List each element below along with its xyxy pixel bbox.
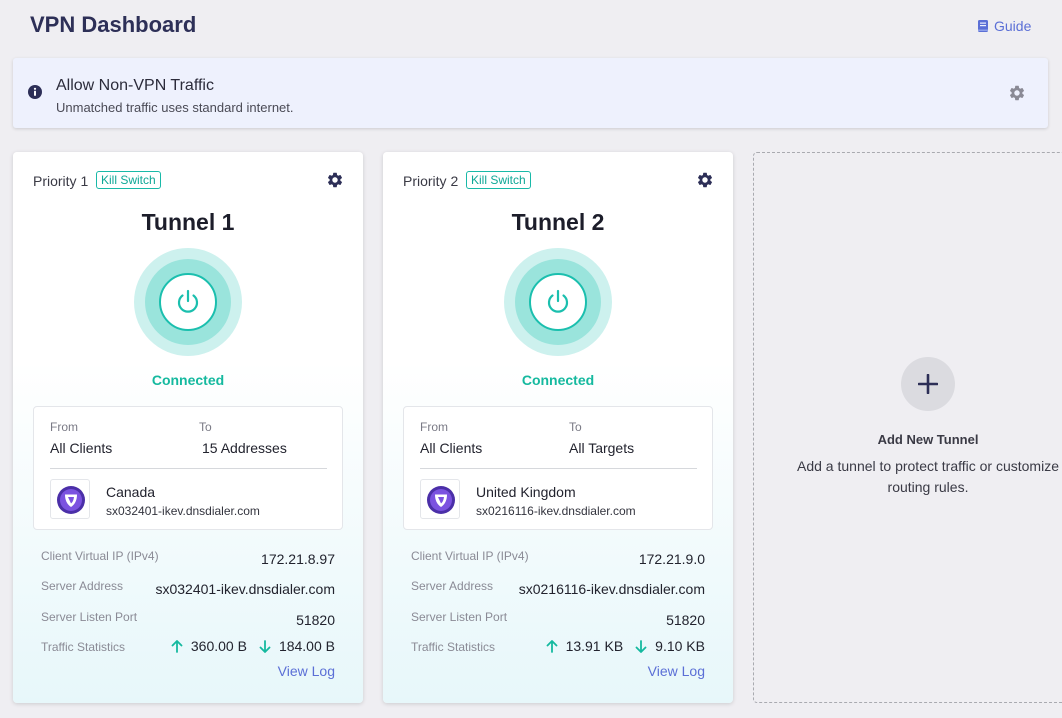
- traffic-label: Traffic Statistics: [41, 640, 126, 654]
- server-address-value: sx0216116-ikev.dnsdialer.com: [518, 581, 705, 597]
- to-label: To: [569, 420, 582, 434]
- from-label: From: [50, 420, 78, 434]
- client-ip-value: 172.21.9.0: [638, 551, 705, 567]
- gear-icon[interactable]: [1008, 84, 1026, 102]
- kill-switch-badge: Kill Switch: [466, 171, 531, 189]
- power-toggle-button[interactable]: [504, 248, 612, 356]
- plus-icon: [918, 374, 938, 394]
- kill-switch-badge: Kill Switch: [96, 171, 161, 189]
- traffic-stats: 360.00 B 184.00 B: [171, 638, 335, 654]
- tunnel-name: Tunnel 1: [141, 209, 235, 235]
- server-country: Canada: [106, 484, 156, 500]
- download-value: 9.10 KB: [655, 638, 705, 654]
- divider: [50, 468, 327, 469]
- add-tunnel-button[interactable]: [901, 357, 955, 411]
- download-value: 184.00 B: [278, 638, 335, 654]
- page-title: VPN Dashboard: [30, 12, 197, 37]
- power-toggle-button[interactable]: [134, 248, 242, 356]
- tunnel-name: Tunnel 2: [511, 209, 605, 235]
- guide-label[interactable]: Guide: [994, 18, 1032, 34]
- listen-port-label: Server Listen Port: [411, 610, 508, 624]
- from-value: All Clients: [50, 440, 113, 456]
- shield-logo-icon: [427, 486, 455, 514]
- route-info: From All Clients To All Targets United K…: [403, 406, 713, 530]
- shield-logo-icon: [57, 486, 85, 514]
- add-tunnel-description: Add a tunnel to protect traffic or custo…: [797, 458, 1059, 495]
- from-label: From: [420, 420, 448, 434]
- server-address-label: Server Address: [41, 579, 124, 593]
- power-icon: [177, 289, 199, 313]
- power-icon: [547, 289, 569, 313]
- arrow-up-icon: [171, 639, 183, 653]
- client-ip-label: Client Virtual IP (IPv4): [411, 549, 529, 563]
- tunnel-card-1: Priority 1 Kill Switch Tunnel 1 Connecte…: [13, 152, 363, 703]
- arrow-down-icon: [635, 639, 647, 653]
- upload-value: 360.00 B: [190, 638, 247, 654]
- server-host: sx0216116-ikev.dnsdialer.com: [476, 504, 636, 518]
- book-icon: [978, 20, 988, 32]
- banner-title: Allow Non-VPN Traffic: [56, 77, 214, 94]
- priority-label: Priority 2: [403, 173, 459, 189]
- server-address-label: Server Address: [411, 579, 494, 593]
- to-value: All Targets: [569, 440, 635, 456]
- provider-logo: [420, 479, 460, 519]
- client-ip-label: Client Virtual IP (IPv4): [41, 549, 159, 563]
- route-info: From All Clients To 15 Addresses Canada …: [33, 406, 343, 530]
- gear-icon[interactable]: [326, 171, 344, 189]
- server-address-value: sx032401-ikev.dnsdialer.com: [155, 581, 335, 597]
- provider-logo: [50, 479, 90, 519]
- listen-port-label: Server Listen Port: [41, 610, 138, 624]
- add-tunnel-title: Add New Tunnel: [877, 432, 979, 447]
- listen-port-value: 51820: [296, 612, 335, 628]
- info-icon: [28, 85, 42, 99]
- client-ip-value: 172.21.8.97: [261, 551, 335, 567]
- connection-status: Connected: [521, 372, 595, 388]
- banner-subtitle: Unmatched traffic uses standard internet…: [56, 100, 294, 115]
- upload-value: 13.91 KB: [565, 638, 624, 654]
- listen-port-value: 51820: [666, 612, 705, 628]
- tunnel-card-2: Priority 2 Kill Switch Tunnel 2 Connecte…: [383, 152, 733, 703]
- view-log-link[interactable]: View Log: [647, 663, 705, 679]
- arrow-up-icon: [546, 639, 557, 653]
- server-host: sx032401-ikev.dnsdialer.com: [106, 504, 260, 518]
- non-vpn-traffic-banner: Allow Non-VPN Traffic Unmatched traffic …: [13, 58, 1048, 128]
- view-log-link[interactable]: View Log: [277, 663, 335, 679]
- arrow-down-icon: [259, 639, 271, 653]
- traffic-stats: 13.91 KB 9.10 KB: [546, 638, 705, 654]
- traffic-label: Traffic Statistics: [411, 640, 496, 654]
- from-value: All Clients: [420, 440, 483, 456]
- add-tunnel-card[interactable]: Add New Tunnel Add a tunnel to protect t…: [753, 152, 1062, 703]
- connection-status: Connected: [151, 372, 225, 388]
- to-label: To: [199, 420, 212, 434]
- priority-label: Priority 1: [33, 173, 89, 189]
- server-country: United Kingdom: [476, 484, 576, 500]
- divider: [420, 468, 697, 469]
- guide-link[interactable]: Guide: [978, 18, 1031, 34]
- to-value: 15 Addresses: [202, 440, 287, 456]
- gear-icon[interactable]: [696, 171, 714, 189]
